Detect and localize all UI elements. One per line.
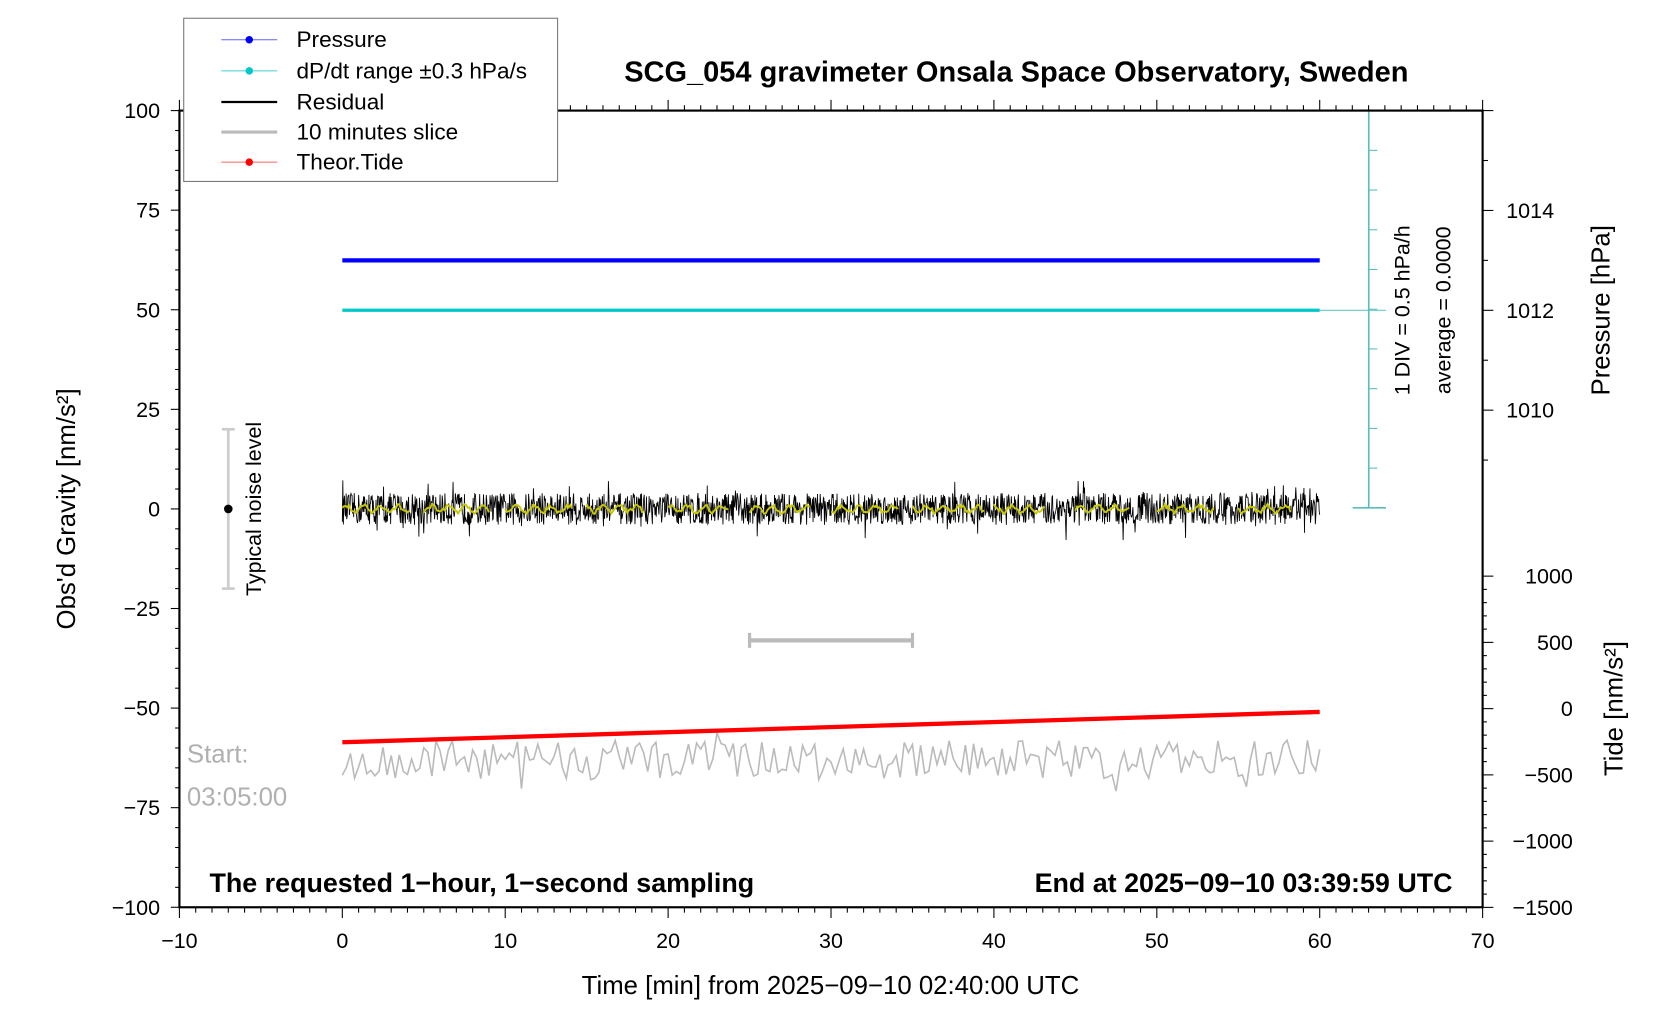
residual-smoothed-segment bbox=[422, 502, 490, 516]
legend: Pressure dP/dt range ±0.3 hPa/s Residual… bbox=[183, 17, 559, 182]
svg-text:Residual: Residual bbox=[297, 90, 385, 115]
legend-slice: 10 minutes slice bbox=[221, 120, 458, 145]
end-time-note: End at 2025−09−10 03:39:59 UTC bbox=[1035, 868, 1453, 898]
x-tick-label: −10 bbox=[161, 929, 197, 953]
chart-title: SCG_054 gravimeter Onsala Space Observat… bbox=[624, 57, 1408, 89]
residual-smoothed-segment bbox=[1074, 502, 1130, 514]
sampling-note: The requested 1−hour, 1−second sampling bbox=[210, 868, 755, 898]
pressure-axis-label: Pressure [hPa] bbox=[1587, 225, 1615, 395]
y-tick-label: 100 bbox=[124, 99, 160, 123]
residual-line bbox=[341, 480, 1321, 541]
y-tick-label: −50 bbox=[124, 697, 160, 721]
y-tick-label: −100 bbox=[112, 896, 160, 920]
axis-ticks: −10 0 10 20 30 40 50 60 701007550250−25−50−75−10… bbox=[112, 99, 1573, 953]
legend-dpdt-marker bbox=[245, 67, 254, 75]
residual-smoothed-segment bbox=[830, 502, 899, 515]
tide-tick-label: 0 bbox=[1561, 697, 1573, 721]
x-tick-label: 60 bbox=[1308, 929, 1332, 953]
legend-tide: Theor.Tide bbox=[221, 150, 404, 175]
start-label: Start: bbox=[187, 740, 249, 768]
svg-text:Theor.Tide: Theor.Tide bbox=[297, 150, 404, 175]
residual-smoothed-segment bbox=[667, 503, 729, 516]
y-tick-label: 50 bbox=[136, 298, 160, 322]
y-tick-label: 0 bbox=[148, 497, 160, 521]
slice-line bbox=[341, 729, 1321, 792]
noise-bar-center bbox=[223, 504, 233, 514]
tide-axis-label: Tide [nm/s²] bbox=[1600, 641, 1628, 776]
legend-pressure: Pressure bbox=[221, 27, 387, 52]
pressure-tick-label: 1012 bbox=[1506, 299, 1554, 323]
tide-tick-label: −500 bbox=[1524, 763, 1572, 787]
svg-text:Pressure: Pressure bbox=[297, 27, 387, 52]
noise-level-label: Typical noise level bbox=[242, 422, 266, 596]
residual-smoothed-segment bbox=[504, 502, 573, 516]
pressure-tick-label: 1014 bbox=[1506, 199, 1554, 223]
residual-smoothed-segment bbox=[993, 502, 1046, 516]
legend-residual: Residual bbox=[221, 90, 384, 115]
tide-tick-label: −1000 bbox=[1513, 830, 1573, 854]
svg-text:10 minutes slice: 10 minutes slice bbox=[297, 120, 459, 145]
x-tick-label: 0 bbox=[336, 929, 348, 953]
x-axis-label: Time [min] from 2025−09−10 02:40:00 UTC bbox=[582, 972, 1080, 1000]
y-tick-label: 75 bbox=[136, 199, 160, 223]
residual-smoothed-segment bbox=[911, 503, 985, 516]
dpdt-scale-label: 1 DIV = 0.5 hPa/h bbox=[1391, 225, 1415, 395]
y-tick-label: −75 bbox=[124, 796, 160, 820]
residual-smoothed-segment bbox=[748, 502, 811, 515]
legend-dpdt: dP/dt range ±0.3 hPa/s bbox=[221, 58, 527, 83]
y-tick-label: 25 bbox=[136, 398, 160, 422]
residual-smoothed-segment bbox=[1237, 502, 1292, 516]
y-tick-label: −25 bbox=[124, 597, 160, 621]
legend-tide-marker bbox=[245, 158, 254, 166]
tide-line bbox=[342, 709, 1320, 745]
chart-marks bbox=[221, 109, 1386, 792]
residual-smoothed-segment bbox=[1156, 501, 1215, 516]
dpdt-average-label: average = 0.0000 bbox=[1431, 226, 1455, 394]
x-tick-label: 30 bbox=[819, 929, 843, 953]
svg-text:dP/dt range ±0.3 hPa/s: dP/dt range ±0.3 hPa/s bbox=[297, 58, 528, 83]
tide-tick-label: −1500 bbox=[1513, 896, 1573, 920]
x-tick-label: 40 bbox=[982, 929, 1006, 953]
y-axis-label: Obs'd Gravity [nm/s²] bbox=[53, 388, 81, 629]
x-tick-label: 20 bbox=[656, 929, 680, 953]
residual-smoothed-segment bbox=[341, 502, 410, 515]
tide-tick-label: 500 bbox=[1537, 631, 1573, 655]
pressure-tick-label: 1010 bbox=[1506, 399, 1554, 423]
x-tick-label: 70 bbox=[1471, 929, 1495, 953]
tide-tick-label: 1000 bbox=[1525, 565, 1573, 589]
x-tick-label: 10 bbox=[493, 929, 517, 953]
legend-pressure-marker bbox=[245, 35, 254, 44]
x-tick-label: 50 bbox=[1145, 929, 1169, 953]
start-time: 03:05:00 bbox=[187, 783, 287, 811]
legend-box bbox=[183, 17, 559, 182]
residual-smoothed-segment bbox=[585, 503, 645, 516]
